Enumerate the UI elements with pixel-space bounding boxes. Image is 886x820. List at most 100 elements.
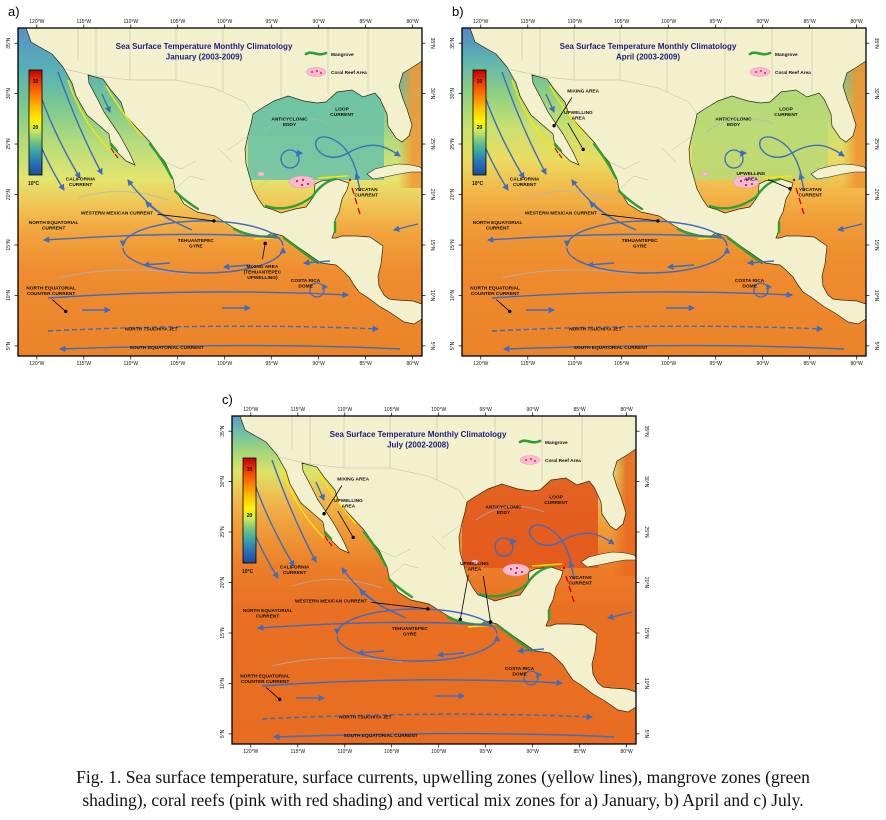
svg-text:95°W: 95°W [480, 407, 493, 413]
svg-text:25°N: 25°N [220, 526, 226, 538]
svg-text:100°W: 100°W [431, 407, 446, 413]
svg-text:CURRENT: CURRENT [330, 112, 354, 118]
svg-text:120°W: 120°W [473, 19, 488, 25]
svg-text:85°W: 85°W [359, 361, 372, 367]
svg-text:120°W: 120°W [243, 749, 258, 755]
svg-text:20: 20 [33, 125, 39, 131]
svg-text:15°N: 15°N [450, 239, 456, 251]
svg-text:35°N: 35°N [220, 425, 226, 437]
svg-text:COSTA RICA: COSTA RICA [735, 278, 765, 284]
svg-text:5°N: 5°N [429, 342, 435, 351]
svg-text:90°W: 90°W [757, 19, 770, 25]
svg-text:30°N: 30°N [873, 88, 879, 100]
svg-text:5°N: 5°N [450, 341, 456, 350]
svg-text:10°C: 10°C [242, 569, 254, 575]
svg-text:30°N: 30°N [429, 88, 435, 100]
svg-text:95°W: 95°W [266, 19, 279, 25]
svg-text:105°W: 105°W [384, 407, 399, 413]
svg-text:NORTH TSUCHIYA JET: NORTH TSUCHIYA JET [125, 326, 177, 332]
svg-text:120°W: 120°W [243, 407, 258, 413]
svg-text:Sea Surface Temperature Monthl: Sea Surface Temperature Monthly Climatol… [330, 430, 507, 439]
svg-text:NORTH EQUATORIAL: NORTH EQUATORIAL [29, 220, 79, 226]
svg-text:105°W: 105°W [614, 361, 629, 367]
svg-text:95°W: 95°W [266, 361, 279, 367]
svg-text:90°W: 90°W [313, 19, 326, 25]
svg-text:115°W: 115°W [76, 19, 91, 25]
svg-text:15°N: 15°N [643, 627, 649, 639]
svg-text:15°N: 15°N [220, 627, 226, 639]
svg-text:90°W: 90°W [527, 407, 540, 413]
svg-text:EDDY: EDDY [497, 510, 511, 516]
svg-text:25°N: 25°N [643, 526, 649, 538]
svg-text:CURRENT: CURRENT [568, 580, 592, 586]
svg-text:115°W: 115°W [520, 19, 535, 25]
svg-text:TEHUANTEPEC: TEHUANTEPEC [622, 238, 659, 244]
svg-text:30: 30 [247, 467, 253, 473]
svg-text:CALIFORNIA: CALIFORNIA [280, 565, 310, 571]
svg-text:100°W: 100°W [217, 19, 232, 25]
svg-text:UPWELLING: UPWELLING [564, 110, 593, 116]
svg-text:MIXING AREA: MIXING AREA [246, 264, 278, 270]
svg-text:Sea Surface Temperature Monthl: Sea Surface Temperature Monthly Climatol… [560, 42, 737, 51]
panel-letter-a: a) [8, 4, 20, 19]
svg-text:EDDY: EDDY [283, 122, 297, 128]
svg-text:AREA: AREA [572, 115, 586, 121]
svg-text:AREA: AREA [342, 503, 356, 509]
svg-text:95°W: 95°W [710, 19, 723, 25]
svg-text:5°N: 5°N [873, 342, 879, 351]
svg-text:95°W: 95°W [480, 749, 493, 755]
svg-text:Mangrove: Mangrove [331, 52, 354, 58]
svg-text:CURRENT: CURRENT [798, 192, 822, 198]
svg-text:115°W: 115°W [290, 407, 305, 413]
svg-text:YUCATAN: YUCATAN [799, 187, 822, 193]
svg-text:30°N: 30°N [220, 476, 226, 488]
svg-text:25°N: 25°N [450, 138, 456, 150]
svg-text:20: 20 [477, 125, 483, 131]
svg-text:20°N: 20°N [220, 577, 226, 589]
svg-text:95°W: 95°W [710, 361, 723, 367]
svg-text:85°W: 85°W [573, 407, 586, 413]
svg-text:MIXING AREA: MIXING AREA [567, 89, 599, 95]
svg-text:UPWELLING: UPWELLING [460, 561, 489, 567]
svg-text:UPWELLING): UPWELLING) [247, 275, 278, 281]
svg-text:90°W: 90°W [313, 361, 326, 367]
svg-text:20°N: 20°N [643, 577, 649, 589]
svg-text:15°N: 15°N [6, 239, 12, 251]
svg-text:COUNTER CURRENT: COUNTER CURRENT [27, 291, 76, 297]
svg-text:SOUTH EQUATORIAL CURRENT: SOUTH EQUATORIAL CURRENT [130, 345, 204, 351]
svg-text:CURRENT: CURRENT [774, 112, 798, 118]
svg-text:April (2003-2009): April (2003-2009) [616, 53, 680, 62]
svg-text:CURRENT: CURRENT [256, 614, 280, 620]
svg-text:CURRENT: CURRENT [69, 182, 93, 188]
svg-text:20°N: 20°N [6, 189, 12, 201]
svg-text:35°N: 35°N [6, 37, 12, 49]
svg-text:100°W: 100°W [431, 749, 446, 755]
svg-text:Sea Surface Temperature Monthl: Sea Surface Temperature Monthly Climatol… [116, 42, 293, 51]
svg-text:10°N: 10°N [873, 290, 879, 302]
svg-text:85°W: 85°W [803, 19, 816, 25]
svg-text:10°N: 10°N [643, 678, 649, 690]
svg-text:5°N: 5°N [643, 730, 649, 739]
svg-text:NORTH EQUATORIAL: NORTH EQUATORIAL [243, 608, 293, 614]
svg-text:WESTERN MEXICAN CURRENT: WESTERN MEXICAN CURRENT [525, 210, 597, 216]
svg-text:10°N: 10°N [6, 290, 12, 302]
svg-text:35°N: 35°N [873, 38, 879, 50]
svg-text:10°N: 10°N [220, 678, 226, 690]
panel-letter-b: b) [452, 4, 464, 19]
svg-text:UPWELLING: UPWELLING [737, 171, 766, 177]
svg-text:110°W: 110°W [567, 19, 582, 25]
svg-text:(TEHUANTEPEC: (TEHUANTEPEC [244, 270, 282, 276]
svg-text:GYRE: GYRE [633, 243, 647, 249]
svg-text:105°W: 105°W [614, 19, 629, 25]
svg-text:AREA: AREA [744, 176, 758, 182]
svg-text:110°W: 110°W [337, 407, 352, 413]
svg-text:DOME: DOME [512, 672, 527, 678]
svg-text:EDDY: EDDY [727, 122, 741, 128]
svg-text:ANTICYCLONIC: ANTICYCLONIC [715, 117, 752, 123]
svg-text:NORTH EQUATORIAL: NORTH EQUATORIAL [240, 674, 290, 680]
svg-text:100°W: 100°W [217, 361, 232, 367]
svg-text:TEHUANTEPEC: TEHUANTEPEC [392, 626, 429, 632]
